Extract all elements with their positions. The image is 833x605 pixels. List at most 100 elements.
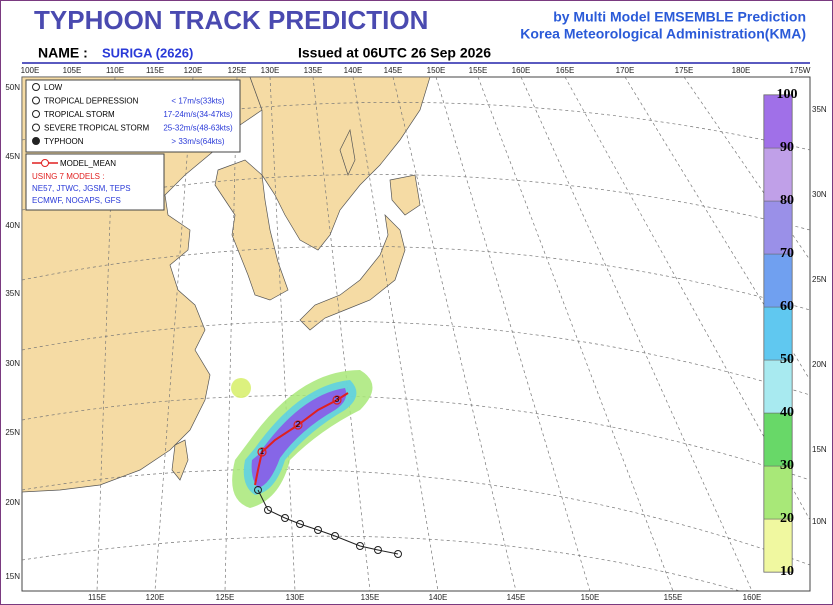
colorbar-segment	[763, 412, 793, 467]
legend-symbol	[32, 96, 40, 105]
land-russia	[249, 76, 431, 251]
lon-label: 160E	[743, 593, 762, 602]
lon-label: 115E	[88, 593, 106, 602]
legend-label: LOW	[44, 83, 63, 92]
track-label: 3	[335, 395, 340, 404]
lat-label: 25N	[812, 275, 827, 284]
track-glyph	[254, 486, 262, 494]
lat-label: 30N	[5, 359, 20, 368]
models-line: ECMWF, NOGAPS, GFS	[32, 196, 121, 205]
lon-label: 180E	[732, 66, 751, 75]
credit: by Multi Model EMSEMBLE Prediction	[553, 9, 806, 25]
meridian	[352, 76, 439, 592]
lon-label: 100E	[21, 66, 40, 75]
land-korea	[214, 159, 289, 301]
meridian	[520, 76, 753, 592]
meridian	[392, 76, 517, 592]
colorbar-segment	[763, 306, 793, 361]
colorbar-label: 80	[780, 193, 794, 208]
mean-points	[257, 395, 342, 457]
legend-label: TYPHOON	[44, 137, 84, 146]
lon-label: 130E	[286, 593, 305, 602]
legend-label: SEVERE TROPICAL STORM	[44, 124, 150, 133]
models-using: USING 7 MODELS :	[32, 172, 104, 181]
legend-symbol	[32, 137, 40, 145]
legend-label: TROPICAL DEPRESSION	[44, 97, 139, 106]
probability-inner	[251, 388, 347, 488]
track-label: 2	[296, 420, 301, 429]
lat-label: 15N	[5, 572, 20, 581]
model-track	[257, 489, 399, 555]
colorbar-segment	[763, 147, 793, 202]
lon-label: 110E	[106, 66, 124, 75]
lon-label: 125E	[228, 66, 247, 75]
colorbar-label: 40	[780, 405, 794, 420]
lon-label: 135E	[304, 66, 323, 75]
land-japan	[299, 128, 421, 331]
lat-label: 35N	[5, 289, 20, 298]
models-line: NE57, JTWC, JGSM, TEPS	[32, 184, 131, 193]
legend-symbol	[32, 123, 40, 132]
lon-label: 125E	[216, 593, 235, 602]
lon-label: 120E	[184, 66, 203, 75]
mean-swatch	[41, 159, 49, 167]
lon-label: 160E	[512, 66, 531, 75]
colorbar-label: 60	[780, 299, 794, 314]
lon-label: 130E	[261, 66, 280, 75]
meridian	[477, 76, 674, 592]
lat-label: 10N	[812, 517, 827, 526]
colorbar-label: 10	[780, 564, 794, 579]
track-glyph	[314, 526, 322, 534]
lon-label: 175W	[790, 66, 811, 75]
lon-label: 165E	[556, 66, 575, 75]
legend-box	[25, 79, 241, 153]
colorbar-label: 20	[780, 511, 794, 526]
parallel	[21, 395, 811, 481]
meridian	[154, 76, 194, 592]
lat-label: 45N	[5, 152, 20, 161]
mean-label: MODEL_MEAN	[60, 159, 116, 168]
probability-spot	[231, 378, 251, 398]
track-glyph	[356, 542, 364, 550]
lat-label: 40N	[5, 221, 20, 230]
lon-label: 105E	[63, 66, 82, 75]
track-glyph	[394, 550, 402, 558]
colorbar-segment	[763, 94, 793, 149]
credit: Korea Meteorological Administration(KMA)	[520, 26, 806, 42]
lon-label: 120E	[146, 593, 165, 602]
track-label: 1	[260, 447, 265, 456]
lat-label: 20N	[5, 498, 20, 507]
lat-label: 15N	[812, 445, 827, 454]
meridian	[683, 76, 811, 261]
legend-range: < 17m/s(33kts)	[171, 97, 224, 106]
colorbar-label: 50	[780, 352, 794, 367]
lon-label: 135E	[361, 593, 380, 602]
lon-label: 145E	[384, 66, 403, 75]
land-taiwan	[171, 439, 189, 481]
track-glyph	[264, 506, 272, 514]
lat-label: 35N	[812, 105, 827, 114]
legend-range: 25-32m/s(48-63kts)	[163, 124, 233, 133]
lon-label: 150E	[581, 593, 600, 602]
legend-range: > 33m/s(64kts)	[171, 137, 224, 146]
lon-label: 155E	[664, 593, 683, 602]
legend-label: TROPICAL STORM	[44, 110, 115, 119]
lon-label: 175E	[675, 66, 694, 75]
lon-label: 145E	[507, 593, 526, 602]
colorbar-label: 100	[777, 87, 798, 102]
colorbar-segment	[763, 253, 793, 308]
parallel	[21, 535, 741, 592]
colorbar-label: 30	[780, 458, 794, 473]
lon-label: 150E	[427, 66, 446, 75]
parallel	[21, 245, 811, 311]
parallel	[21, 320, 811, 396]
colorbar-segment	[763, 465, 793, 520]
legend-symbol	[32, 110, 40, 118]
colorbar-segment	[763, 359, 793, 414]
track-point	[332, 395, 342, 405]
name-label: NAME :	[38, 45, 88, 61]
colorbar-label: 90	[780, 140, 794, 155]
lat-label: 30N	[812, 190, 827, 199]
meridian	[269, 76, 296, 592]
